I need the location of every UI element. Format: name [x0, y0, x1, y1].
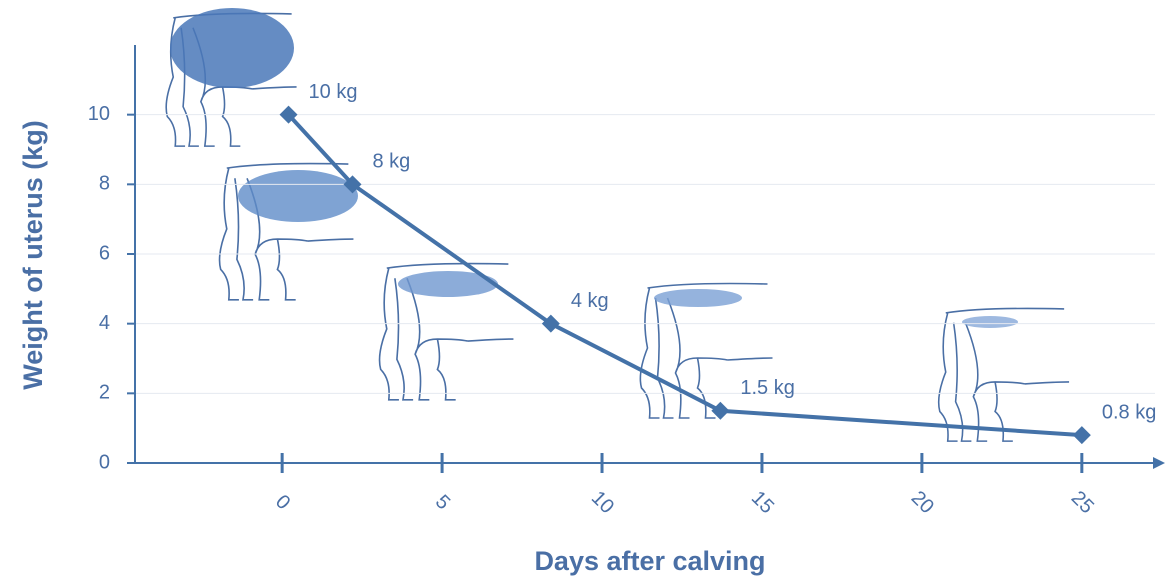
x-tick-label: 15 [747, 487, 778, 518]
data-label: 0.8 kg [1102, 401, 1156, 423]
data-label: 1.5 kg [740, 377, 794, 399]
x-axis-arrow [1153, 457, 1165, 469]
cow-illustrations [166, 8, 1069, 441]
data-label: 4 kg [571, 290, 609, 312]
y-tick-label: 0 [99, 451, 110, 473]
data-point [711, 402, 729, 420]
y-tick-label: 10 [88, 103, 110, 125]
data-label: 10 kg [309, 81, 358, 103]
x-tick-label: 5 [431, 491, 454, 514]
x-tick-label: 0 [271, 491, 294, 514]
y-tick-label: 8 [99, 173, 110, 195]
y-tick-label: 4 [99, 312, 110, 334]
y-tick-label: 2 [99, 382, 110, 404]
data-point [1073, 426, 1091, 444]
x-axis-label: Days after calving [534, 546, 765, 576]
x-tick-label: 20 [907, 487, 938, 518]
y-axis-label: Weight of uterus (kg) [18, 120, 48, 390]
x-tick-label: 25 [1067, 487, 1098, 518]
data-label: 8 kg [373, 151, 411, 173]
x-tick-label: 10 [587, 487, 618, 518]
chart: Weight of uterus (kg) Days after calving… [0, 0, 1171, 582]
y-tick-label: 6 [99, 242, 110, 264]
